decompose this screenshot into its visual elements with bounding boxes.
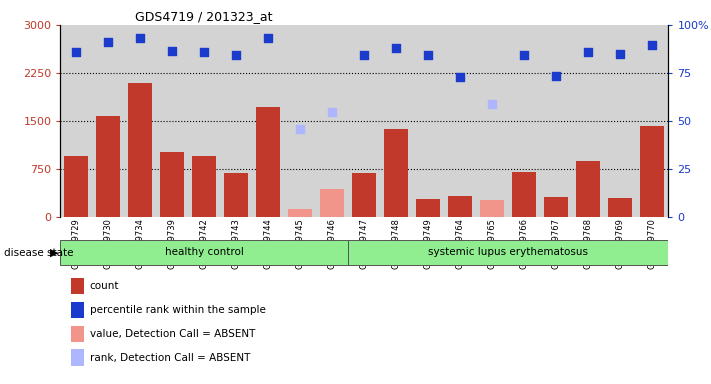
Bar — [161, 152, 184, 217]
Point — [230, 52, 242, 58]
Text: disease state: disease state — [4, 248, 73, 258]
Text: ▶: ▶ — [50, 248, 58, 258]
Bar — [225, 174, 248, 217]
Bar — [97, 116, 120, 217]
Bar — [284, 25, 316, 217]
Point — [294, 126, 306, 132]
Text: GDS4719 / 201323_at: GDS4719 / 201323_at — [135, 10, 272, 23]
Bar — [316, 25, 348, 217]
Bar — [353, 174, 376, 217]
Bar — [604, 25, 636, 217]
Bar — [513, 172, 536, 217]
Point — [550, 73, 562, 79]
Bar — [540, 25, 572, 217]
Point — [166, 48, 178, 54]
Point — [455, 74, 466, 81]
Bar — [641, 126, 664, 217]
Point — [358, 52, 370, 58]
Point — [135, 35, 146, 41]
Point — [422, 52, 434, 58]
Bar — [65, 156, 88, 217]
Bar — [572, 25, 604, 217]
Bar — [348, 25, 380, 217]
Text: rank, Detection Call = ABSENT: rank, Detection Call = ABSENT — [90, 353, 250, 362]
Bar — [385, 129, 408, 217]
Bar — [508, 25, 540, 217]
Text: count: count — [90, 281, 119, 291]
Bar — [129, 83, 152, 217]
Bar — [545, 197, 568, 217]
Point — [647, 42, 658, 48]
Text: percentile rank within the sample: percentile rank within the sample — [90, 305, 265, 315]
Bar — [193, 156, 216, 217]
Bar — [609, 199, 632, 217]
Point — [198, 50, 210, 56]
Text: systemic lupus erythematosus: systemic lupus erythematosus — [428, 247, 589, 258]
Bar — [124, 25, 156, 217]
Bar — [412, 25, 444, 217]
Bar — [289, 209, 312, 217]
Point — [518, 52, 530, 58]
Bar — [636, 25, 668, 217]
Bar — [380, 25, 412, 217]
Bar — [321, 189, 344, 217]
Point — [391, 45, 402, 51]
Point — [614, 51, 626, 58]
Text: value, Detection Call = ABSENT: value, Detection Call = ABSENT — [90, 329, 255, 339]
Bar — [60, 25, 92, 217]
Point — [262, 35, 274, 41]
Point — [326, 109, 338, 115]
Bar — [156, 25, 188, 217]
Point — [103, 39, 114, 45]
Bar — [92, 25, 124, 217]
Text: healthy control: healthy control — [165, 247, 244, 258]
Bar — [60, 240, 348, 265]
Bar — [188, 25, 220, 217]
Point — [583, 50, 594, 56]
Bar — [348, 240, 668, 265]
Bar — [220, 25, 252, 217]
Bar — [257, 107, 280, 217]
Bar — [444, 25, 476, 217]
Bar — [252, 25, 284, 217]
Bar — [449, 197, 472, 217]
Point — [71, 49, 82, 55]
Bar — [476, 25, 508, 217]
Bar — [577, 161, 600, 217]
Point — [486, 101, 498, 108]
Bar — [481, 200, 504, 217]
Bar — [417, 199, 440, 217]
